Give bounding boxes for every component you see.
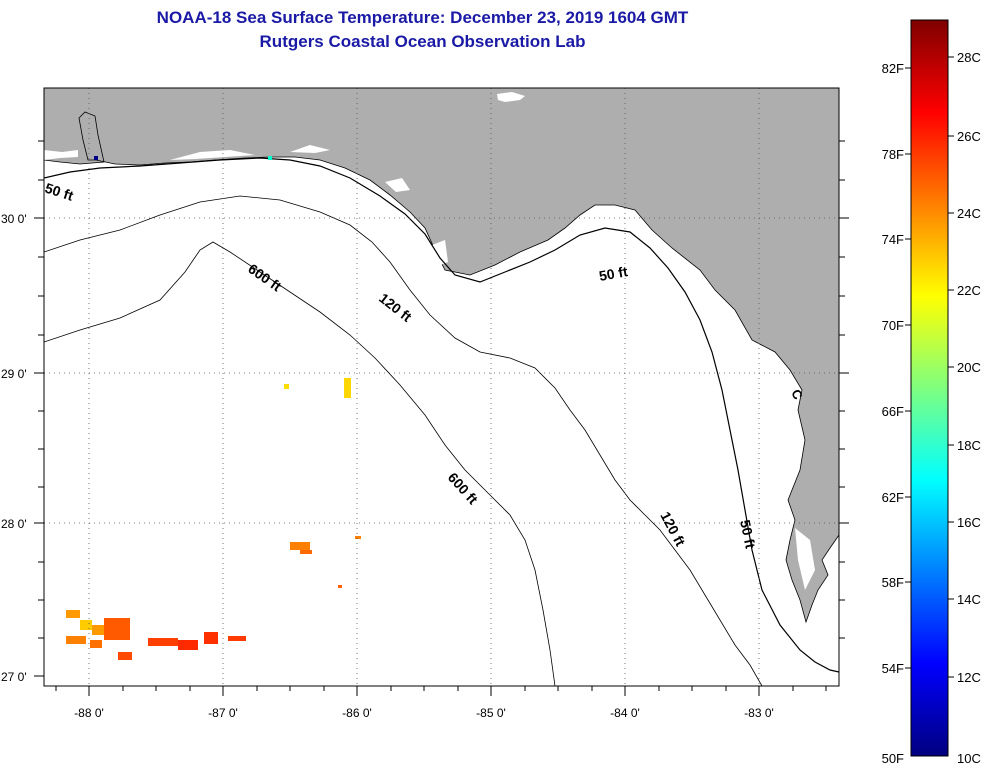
white-inlet	[44, 150, 78, 160]
sst-patch	[66, 610, 80, 618]
contour-600ft	[44, 241, 556, 686]
colorbar-label-c: 16C	[957, 515, 981, 530]
sst-patch	[148, 638, 178, 646]
white-inlet	[795, 528, 815, 590]
sst-patch	[355, 536, 361, 539]
sst-patch	[94, 156, 98, 160]
contour-120ft	[44, 195, 763, 686]
colorbar-label-c: 20C	[957, 360, 981, 375]
contour-label: 50 ft	[598, 263, 629, 284]
map-title: NOAA-18 Sea Surface Temperature: Decembe…	[156, 8, 689, 27]
white-inlet	[497, 92, 525, 102]
sst-patch	[204, 632, 218, 644]
lat-label: 27 0'	[1, 670, 27, 684]
sst-patch	[268, 156, 272, 160]
contour-label: 50 ft	[737, 518, 759, 550]
map-subtitle: Rutgers Coastal Ocean Observation Lab	[259, 32, 586, 51]
colorbar	[910, 19, 949, 757]
sst-patch	[290, 542, 310, 550]
sst-patch	[104, 618, 130, 640]
white-inlet	[290, 145, 330, 153]
colorbar-label-c: 10C	[957, 751, 981, 766]
contour-50ft	[44, 157, 839, 673]
colorbar-ticks	[905, 56, 954, 678]
colorbar-label-c: 28C	[957, 50, 981, 65]
colorbar-label-f: 66F	[882, 404, 904, 419]
sst-patch	[118, 652, 132, 660]
lon-label: -86 0'	[342, 706, 372, 720]
white-inlet	[385, 178, 410, 192]
colorbar-label-f: 82F	[882, 61, 904, 76]
colorbar-label-f: 62F	[882, 490, 904, 505]
lon-label: -87 0'	[208, 706, 238, 720]
colorbar-label-f: 50F	[882, 751, 904, 766]
lat-label: 28 0'	[1, 517, 27, 531]
colorbar-label-c: 18C	[957, 438, 981, 453]
sst-patch	[80, 620, 92, 630]
colorbar-label-f: 70F	[882, 318, 904, 333]
lon-label: -88 0'	[74, 706, 104, 720]
sst-patch	[300, 550, 312, 554]
colorbar-label-f: 54F	[882, 661, 904, 676]
colorbar-label-c: 14C	[957, 592, 981, 607]
colorbar-label-c: 24C	[957, 206, 981, 221]
lat-label: 29 0'	[1, 367, 27, 381]
colorbar-label-c: 12C	[957, 670, 981, 685]
lon-label: -83 0'	[744, 706, 774, 720]
lon-label: -85 0'	[476, 706, 506, 720]
sst-patch	[338, 585, 342, 588]
lat-label: 30 0'	[1, 212, 27, 226]
sst-patch	[284, 384, 289, 389]
colorbar-label-c: 22C	[957, 283, 981, 298]
sst-patch	[66, 636, 86, 644]
sst-patch	[344, 378, 351, 398]
sst-patch	[90, 640, 102, 648]
white-inlet	[170, 150, 255, 160]
lon-label: -84 0'	[610, 706, 640, 720]
axis-ticks	[34, 140, 849, 696]
sst-patches	[66, 156, 361, 660]
colorbar-label-c: 26C	[957, 129, 981, 144]
sst-patch	[178, 640, 198, 650]
sst-patch	[92, 625, 104, 635]
colorbar-label-f: 58F	[882, 575, 904, 590]
colorbar-label-f: 78F	[882, 147, 904, 162]
sst-patch	[228, 636, 246, 641]
colorbar-label-f: 74F	[882, 232, 904, 247]
white-inlet	[432, 240, 448, 266]
land-mass	[44, 88, 839, 624]
map-frame	[43, 87, 840, 687]
